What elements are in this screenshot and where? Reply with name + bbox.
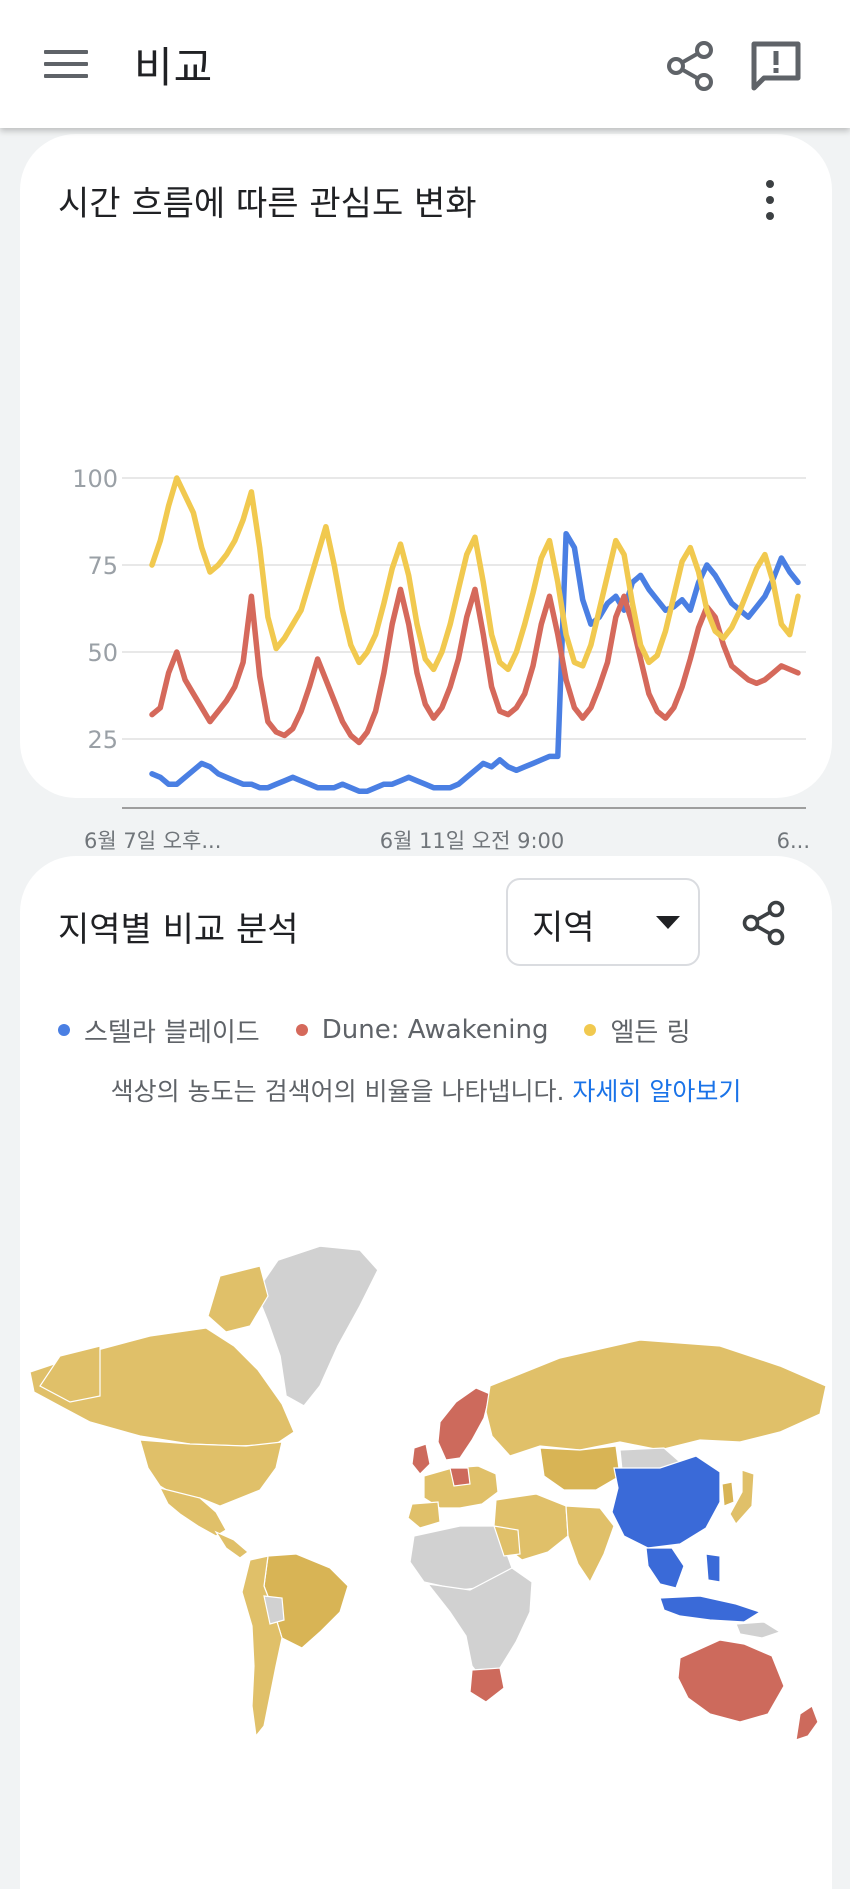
- map-region-central-america[interactable]: [214, 1530, 249, 1559]
- series-line[interactable]: [149, 475, 801, 673]
- share-icon[interactable]: [662, 38, 718, 94]
- note-text: 색상의 농도는 검색어의 비율을 나타냅니다.: [110, 1077, 565, 1106]
- region-dropdown-label: 지역: [532, 908, 595, 948]
- legend-dot-blue: [58, 1024, 70, 1036]
- color-intensity-note: 색상의 농도는 검색어의 비율을 나타냅니다. 자세히 알아보기: [20, 1072, 832, 1108]
- map-region-china[interactable]: [611, 1455, 721, 1549]
- y-tick-label: 100: [72, 465, 118, 493]
- caret-down-icon: [656, 916, 680, 929]
- interest-over-time-card: 시간 흐름에 따른 관심도 변화 100 75 50 25 6월 7일 오후... 6월 …: [20, 134, 832, 853]
- map-region-indonesia[interactable]: [659, 1595, 762, 1623]
- map-region-andes[interactable]: [241, 1555, 283, 1738]
- map-region-central-asia[interactable]: [539, 1445, 621, 1491]
- map-region-philippines[interactable]: [705, 1553, 721, 1583]
- legend: 스텔라 블레이드 Dune: Awakening 엘든 링: [58, 1010, 727, 1050]
- map-region-germany[interactable]: [449, 1467, 471, 1487]
- legend-dot-yellow: [584, 1024, 597, 1036]
- x-tick-label: 6...: [777, 829, 810, 853]
- legend-label: 엘든 링: [610, 1017, 691, 1048]
- legend-item-stellar-blade: 스텔라 블레이드: [58, 1012, 260, 1049]
- map-region-egypt[interactable]: [493, 1525, 521, 1557]
- map-region-bolivia[interactable]: [263, 1595, 285, 1625]
- series-line[interactable]: [149, 530, 801, 794]
- legend-item-dune-awakening: Dune: Awakening: [295, 1015, 549, 1045]
- series-line[interactable]: [149, 586, 801, 746]
- world-map[interactable]: [20, 1236, 832, 1796]
- legend-label: Dune: Awakening: [321, 1015, 549, 1045]
- y-tick-label: 75: [87, 552, 118, 580]
- map-region-southeast-asia[interactable]: [645, 1547, 685, 1589]
- legend-label: 스텔라 블레이드: [84, 1017, 260, 1048]
- page-title: 비교: [134, 43, 214, 92]
- y-tick-label: 25: [87, 726, 118, 754]
- feedback-icon[interactable]: [746, 36, 806, 96]
- map-region-uk[interactable]: [411, 1443, 431, 1475]
- region-card-title: 지역별 비교 분석: [58, 910, 299, 950]
- y-tick-label: 50: [87, 639, 118, 667]
- map-region-australia[interactable]: [677, 1639, 785, 1723]
- map-region-scandinavia[interactable]: [437, 1387, 491, 1461]
- map-region-greenland[interactable]: [255, 1245, 379, 1407]
- map-region-new-zealand[interactable]: [795, 1705, 819, 1741]
- legend-dot-red: [295, 1024, 308, 1036]
- region-share-icon[interactable]: [740, 898, 788, 948]
- interest-card-title: 시간 흐름에 따른 관심도 변화: [58, 184, 477, 224]
- map-region-russia[interactable]: [485, 1339, 827, 1457]
- map-region-mexico[interactable]: [158, 1487, 227, 1537]
- regional-comparison-card: 지역별 비교 분석 지역 스텔라 블레이드 Dune: Awakening 엘든…: [20, 856, 832, 1889]
- region-dropdown[interactable]: 지역: [506, 878, 700, 966]
- map-region-japan[interactable]: [729, 1469, 755, 1526]
- map-region-canada-arctic[interactable]: [207, 1265, 269, 1333]
- map-region-india[interactable]: [565, 1505, 615, 1584]
- map-region-korea[interactable]: [721, 1481, 735, 1507]
- learn-more-link[interactable]: 자세히 알아보기: [572, 1077, 742, 1106]
- legend-item-elden-ring: 엘든 링: [584, 1012, 691, 1049]
- map-region-papua[interactable]: [735, 1621, 782, 1639]
- map-region-iberia[interactable]: [407, 1501, 441, 1529]
- menu-icon[interactable]: [44, 46, 90, 82]
- x-tick-label: 6월 11일 오전 9:00: [380, 829, 565, 853]
- x-tick-label: 6월 7일 오후...: [84, 829, 221, 853]
- interest-line-chart: 100 75 50 25 6월 7일 오후... 6월 11일 오전 9:00 6...: [72, 465, 810, 853]
- more-options-icon[interactable]: [758, 178, 782, 222]
- map-region-usa[interactable]: [139, 1439, 283, 1507]
- map-region-alaska[interactable]: [39, 1345, 101, 1403]
- app-bar: 비교: [0, 0, 850, 128]
- map-region-south-africa[interactable]: [469, 1667, 505, 1703]
- map-region-sub-saharan-africa[interactable]: [426, 1567, 533, 1685]
